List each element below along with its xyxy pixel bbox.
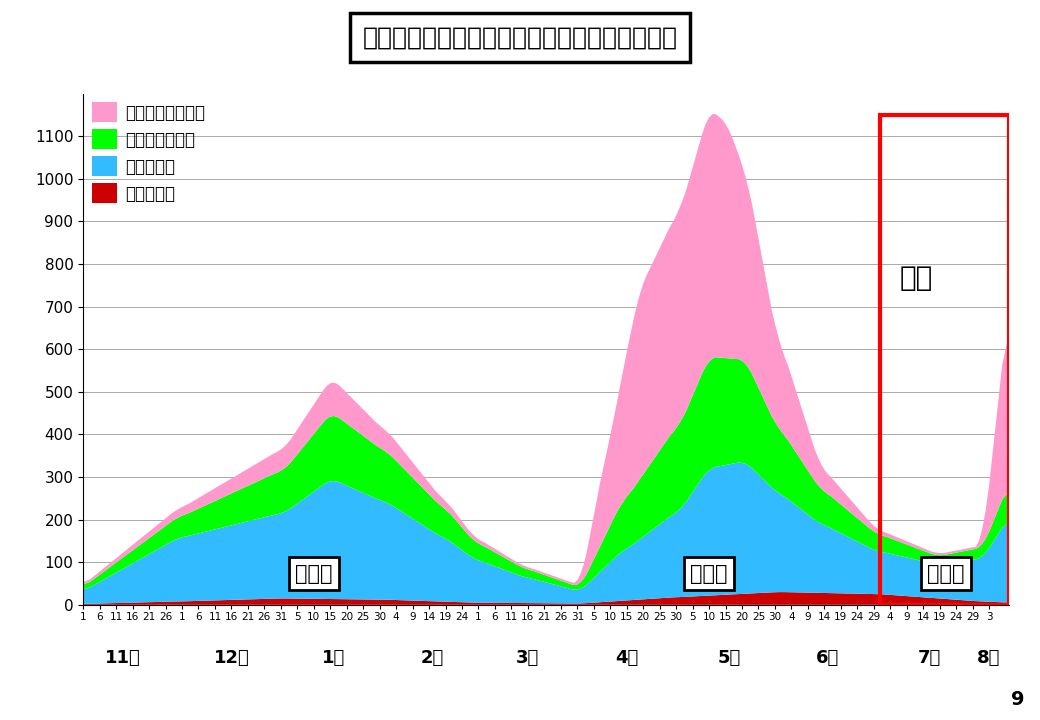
Text: 11月: 11月 [105,649,140,667]
Text: 8月: 8月 [978,649,1000,667]
Text: 5月: 5月 [718,649,740,667]
Text: 第５波: 第５波 [928,564,965,583]
Text: 第４波: 第４波 [691,564,728,583]
Text: 6月: 6月 [816,649,839,667]
Text: 12月: 12月 [213,649,250,667]
Text: 次頁: 次頁 [900,264,933,292]
Bar [880,115,1009,605]
Text: 奈良県内における療養者数、入院者数等の推移: 奈良県内における療養者数、入院者数等の推移 [363,25,677,49]
Legend: ：入院待機者等数, ：宿泊療養者数, ：入院者数, ：重症者数: ：入院待機者等数, ：宿泊療養者数, ：入院者数, ：重症者数 [92,102,205,203]
Text: 7月: 7月 [918,649,941,667]
Text: 9: 9 [1011,690,1024,709]
Text: 1月: 1月 [322,649,345,667]
Text: 3月: 3月 [516,649,540,667]
Text: 第３波: 第３波 [295,564,333,583]
Text: 2月: 2月 [421,649,444,667]
Text: 4月: 4月 [615,649,639,667]
